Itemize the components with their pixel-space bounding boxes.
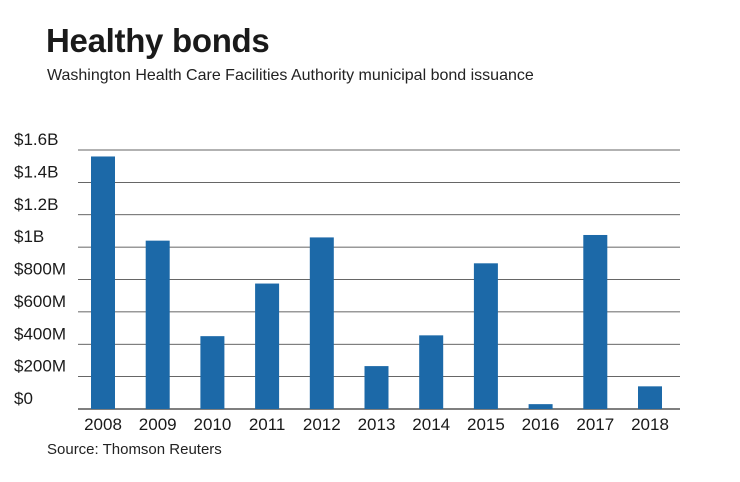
x-tick-label: 2015 bbox=[467, 415, 505, 434]
bar-2017 bbox=[583, 234, 608, 409]
bar-2016 bbox=[528, 404, 553, 409]
y-tick-label: $1.4B bbox=[14, 162, 58, 181]
bar-2008 bbox=[91, 156, 115, 409]
y-tick-label: $1B bbox=[14, 227, 44, 246]
y-tick-label: $600M bbox=[14, 292, 66, 311]
x-tick-label: 2016 bbox=[522, 415, 560, 434]
x-tick-label: 2013 bbox=[358, 415, 396, 434]
y-tick-label: $1.2B bbox=[14, 195, 58, 214]
x-tick-label: 2008 bbox=[84, 415, 122, 434]
chart-title: Healthy bonds bbox=[46, 22, 270, 59]
bar-2011 bbox=[255, 283, 280, 409]
bar-2018 bbox=[638, 386, 662, 409]
x-tick-label: 2017 bbox=[576, 415, 614, 434]
bar-2009 bbox=[145, 240, 170, 409]
tick-labels: $0 $200M $400M $600M $800M $1B $1.2B $1.4B $1.6B… bbox=[14, 130, 669, 434]
y-tick-label: $200M bbox=[14, 357, 66, 376]
bar-2014 bbox=[419, 335, 444, 409]
y-tick-label: $400M bbox=[14, 324, 66, 343]
x-tick-label: 2012 bbox=[303, 415, 341, 434]
chart-subtitle: Washington Health Care Facilities Author… bbox=[47, 67, 534, 84]
y-tick-label: $800M bbox=[14, 260, 66, 279]
x-tick-label: 2010 bbox=[193, 415, 231, 434]
bar-2013 bbox=[364, 366, 389, 409]
bar-2010 bbox=[200, 336, 225, 409]
x-tick-label: 2014 bbox=[412, 415, 450, 434]
y-tick-label: $0 bbox=[14, 389, 33, 408]
x-tick-label: 2018 bbox=[631, 415, 669, 434]
bar-2012 bbox=[309, 237, 334, 409]
x-tick-label: 2011 bbox=[249, 415, 286, 434]
y-tick-label: $1.6B bbox=[14, 130, 58, 149]
bar-2015 bbox=[473, 263, 498, 409]
source-note: Source: Thomson Reuters bbox=[47, 441, 222, 458]
bars bbox=[91, 156, 662, 409]
x-tick-label: 2009 bbox=[139, 415, 177, 434]
